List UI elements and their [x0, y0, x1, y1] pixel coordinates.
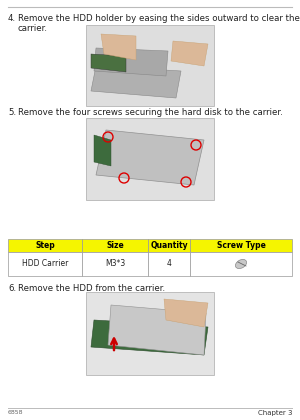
Bar: [190, 239, 292, 252]
Polygon shape: [108, 305, 206, 355]
Text: 4: 4: [167, 260, 171, 268]
Bar: [86, 25, 214, 106]
Bar: [86, 292, 214, 375]
Bar: [8, 252, 82, 276]
Text: Screw Type: Screw Type: [217, 241, 266, 250]
Bar: [82, 252, 148, 276]
Bar: [82, 239, 148, 252]
Text: 4.: 4.: [8, 14, 16, 23]
Text: 6.: 6.: [8, 284, 16, 293]
Text: Chapter 3: Chapter 3: [257, 410, 292, 416]
Bar: [190, 252, 292, 276]
Polygon shape: [96, 130, 204, 185]
Polygon shape: [91, 54, 126, 72]
Polygon shape: [94, 135, 111, 166]
Text: Step: Step: [35, 241, 55, 250]
Ellipse shape: [236, 260, 247, 268]
Polygon shape: [164, 299, 208, 327]
Text: 6858: 6858: [8, 410, 23, 415]
Bar: [86, 118, 214, 200]
Bar: [8, 239, 82, 252]
Bar: [148, 252, 190, 276]
Text: M3*3: M3*3: [105, 260, 125, 268]
Text: Size: Size: [106, 241, 124, 250]
Bar: [148, 239, 190, 252]
Polygon shape: [171, 41, 208, 66]
Text: HDD Carrier: HDD Carrier: [22, 260, 68, 268]
Text: Remove the four screws securing the hard disk to the carrier.: Remove the four screws securing the hard…: [18, 108, 283, 117]
Polygon shape: [91, 66, 181, 98]
Text: Remove the HDD holder by easing the sides outward to clear the carrier.: Remove the HDD holder by easing the side…: [18, 14, 300, 34]
Polygon shape: [94, 48, 168, 76]
Text: Remove the HDD from the carrier.: Remove the HDD from the carrier.: [18, 284, 165, 293]
Polygon shape: [101, 34, 136, 60]
Text: Quantity: Quantity: [150, 241, 188, 250]
Polygon shape: [91, 320, 208, 355]
Text: 5.: 5.: [8, 108, 16, 117]
